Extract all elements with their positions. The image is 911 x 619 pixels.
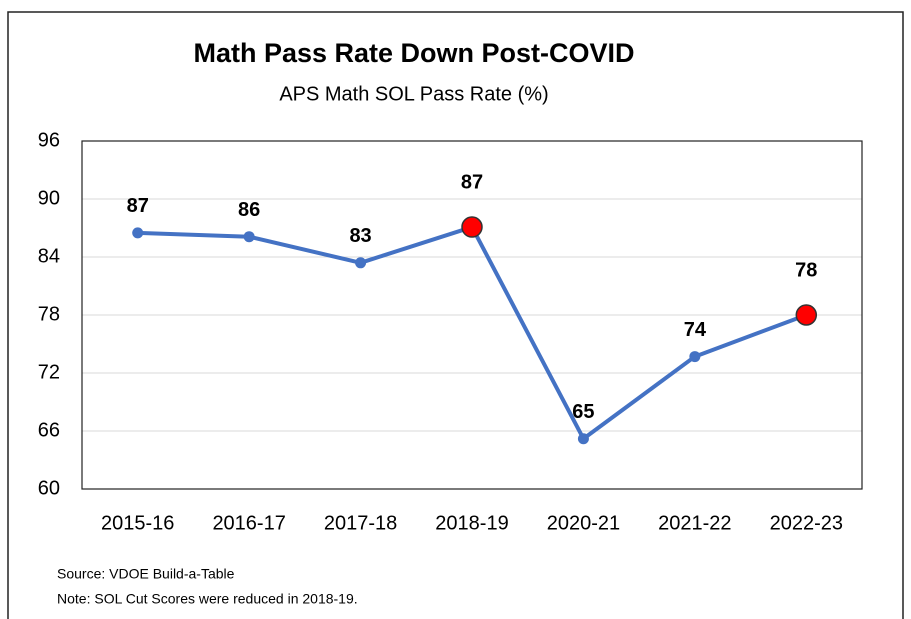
data-label: 78 [795,259,817,281]
x-tick-label: 2017-18 [324,512,397,534]
y-tick-label: 78 [38,303,60,325]
x-tick-label: 2020-21 [547,512,620,534]
y-tick-label: 60 [38,477,60,499]
line [137,225,807,441]
y-tick-label: 72 [38,361,60,383]
x-tick-label: 2018-19 [435,512,508,534]
marker [577,433,589,445]
x-tick-label: 2022-23 [770,512,843,534]
x-tick-label: 2021-22 [658,512,731,534]
marker [243,231,255,243]
x-tick-label: 2015-16 [101,512,174,534]
data-label: 74 [684,319,707,341]
plot-area [81,140,863,490]
marker [461,216,483,238]
marker [795,304,818,326]
y-tick-label: 90 [38,187,60,209]
data-label: 65 [572,401,594,423]
x-tick-label: 2016-17 [212,512,285,534]
y-tick-label: 96 [38,129,60,151]
marker [355,257,367,269]
marker [689,351,701,363]
note: Source: VDOE Build-a-Table [57,566,235,582]
frame [7,11,904,619]
data-label: 87 [127,195,149,217]
y-tick-label: 66 [38,419,60,441]
note: Note: SOL Cut Scores were reduced in 201… [57,591,358,607]
y-tick-label: 84 [38,245,60,267]
data-label: 83 [349,225,371,247]
chart-subtitle: APS Math SOL Pass Rate (%) [279,83,548,105]
marker [132,227,144,239]
chart-title: Math Pass Rate Down Post-COVID [193,38,634,68]
data-label: 87 [461,171,483,193]
data-label: 86 [238,199,260,221]
